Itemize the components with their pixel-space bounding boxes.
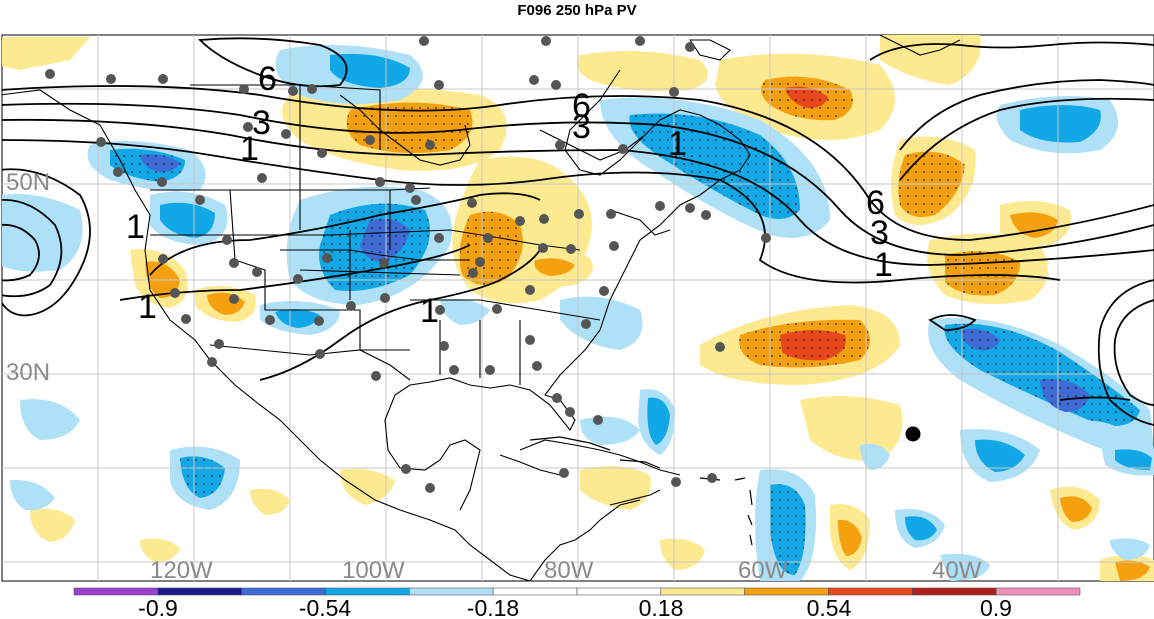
colorbar-tick-label: 0.18: [639, 595, 684, 619]
colorbar-tick-label: -0.9: [138, 595, 178, 619]
contour-labels: 6 3 1 6 3 1 1 6 3 1 1 1: [126, 60, 893, 330]
colorbar-segment: [744, 587, 829, 596]
caribbean-islands: [529, 436, 753, 546]
contour-label: 1: [668, 125, 687, 163]
contour-label: 1: [420, 292, 439, 330]
contour-label: 1: [874, 246, 893, 284]
colorbar-segment: [828, 587, 913, 596]
lat-label-30n: 30N: [6, 359, 50, 386]
lat-label-50n: 50N: [6, 169, 50, 196]
contour-label: 1: [126, 208, 145, 246]
colorbar-tick-label: 0.9: [980, 595, 1012, 619]
colorbar-tick-label: -0.54: [299, 595, 352, 619]
lon-label-120w: 120W: [150, 557, 213, 584]
colorbar-segment: [492, 587, 578, 596]
lon-label-80w: 80W: [544, 557, 594, 584]
contour-label: 6: [258, 60, 277, 98]
station-markers: [45, 36, 771, 493]
lon-label-100w: 100W: [342, 557, 405, 584]
contour-label: 6: [866, 184, 885, 222]
colorbar-segment: [660, 587, 745, 596]
colorbar-segment: [241, 587, 326, 596]
coastlines-and-borders: [2, 35, 961, 581]
colorbar-segment: [325, 587, 410, 596]
contour-label: 3: [870, 214, 889, 252]
significance-stippling: [110, 76, 1140, 575]
colorbar-tick-label: 0.54: [807, 595, 852, 619]
highlight-marker: [905, 426, 921, 442]
contour-label: 6: [572, 87, 591, 125]
colorbar-segment: [995, 587, 1081, 596]
map-title: F096 250 hPa PV: [517, 2, 637, 19]
contour-label: 3: [572, 108, 591, 146]
colorbar: [73, 587, 1081, 596]
colorbar-segment: [73, 587, 159, 596]
colorbar-segment: [157, 587, 242, 596]
colorbar-tick-labels: -0.9 -0.54 -0.18 0.18 0.54 0.9: [138, 595, 1012, 619]
lon-label-40w: 40W: [932, 557, 982, 584]
contour-label: 1: [240, 130, 259, 168]
colorbar-tick-label: -0.18: [467, 595, 519, 619]
colorbar-segment: [409, 587, 494, 596]
contour-label: 1: [138, 288, 157, 326]
lon-label-60w: 60W: [738, 557, 788, 584]
colorbar-segment: [576, 587, 662, 596]
contour-label: 3: [252, 104, 271, 142]
graticule: [2, 35, 1154, 581]
colorbar-segment: [912, 587, 997, 596]
